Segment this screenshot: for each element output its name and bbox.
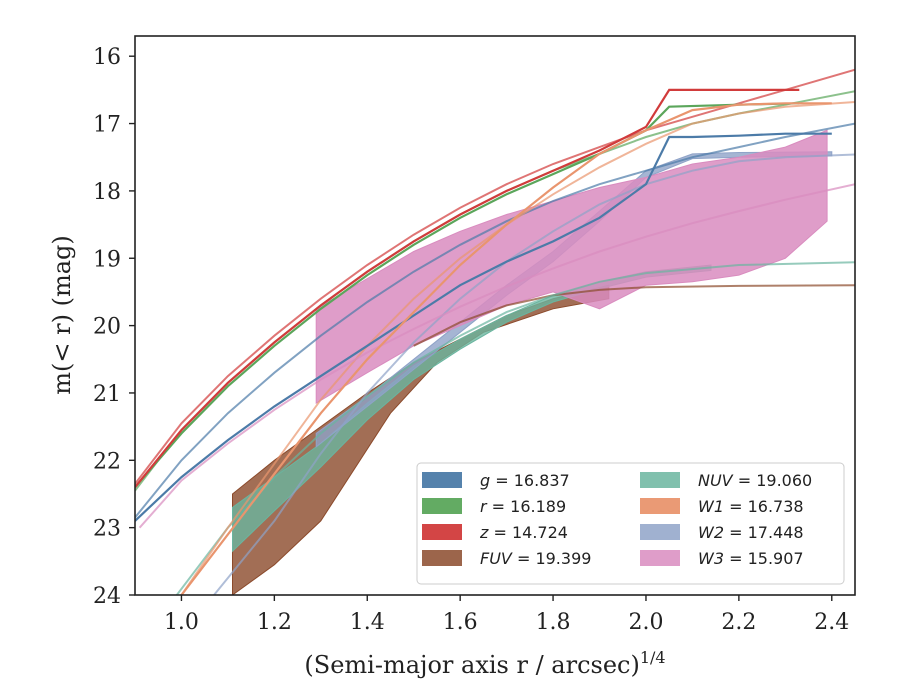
y-tick-label: 18 bbox=[93, 180, 121, 205]
model-curve-fuv bbox=[413, 284, 855, 347]
y-tick-label: 19 bbox=[93, 247, 121, 272]
y-tick-label: 22 bbox=[93, 449, 121, 474]
series-layer bbox=[135, 68, 855, 595]
model-curve-nuv bbox=[176, 261, 855, 595]
legend-frame bbox=[416, 462, 845, 585]
legend-band-value: = 15.907 bbox=[724, 549, 804, 568]
legend-swatch-fuv bbox=[422, 550, 462, 566]
legend-band-name: W3 bbox=[698, 549, 724, 568]
legend-label-g: g = 16.837 bbox=[480, 471, 570, 490]
legend-band-value: = 16.738 bbox=[724, 497, 804, 516]
y-tick-label: 21 bbox=[93, 382, 121, 407]
y-tick-label: 16 bbox=[93, 45, 121, 70]
legend-label-nuv: NUV = 19.060 bbox=[698, 471, 812, 490]
x-tick-label: 1.8 bbox=[536, 610, 571, 635]
profile-line-z bbox=[135, 88, 800, 488]
x-tick-label: 2.0 bbox=[628, 610, 663, 635]
legend-swatch-nuv bbox=[640, 472, 680, 488]
profile-line-w1 bbox=[180, 102, 832, 595]
legend-band-name: W2 bbox=[698, 523, 724, 542]
legend-swatch-g bbox=[422, 472, 462, 488]
legend-swatch-w3 bbox=[640, 550, 680, 566]
x-axis-label-exponent: 1/4 bbox=[640, 648, 666, 667]
profile-line-r bbox=[135, 102, 800, 488]
legend-swatch-w1 bbox=[640, 498, 680, 514]
plot-frame bbox=[134, 35, 856, 596]
y-tick-label: 17 bbox=[93, 113, 121, 138]
x-axis-label: (Semi-major axis r / arcsec)1/4 bbox=[304, 648, 665, 679]
profile-line-g bbox=[135, 132, 832, 522]
legend-band-name: g bbox=[480, 471, 490, 490]
legend-band-name: z bbox=[479, 523, 489, 542]
x-axis-label-text: (Semi-major axis r / arcsec) bbox=[304, 651, 639, 679]
y-tick-label: 24 bbox=[93, 584, 121, 609]
x-tick-label: 1.6 bbox=[443, 610, 478, 635]
legend-swatch-r bbox=[422, 498, 462, 514]
model-curve-z bbox=[135, 68, 855, 485]
band-w3 bbox=[315, 129, 828, 404]
legend-swatch-w2 bbox=[640, 524, 680, 540]
legend-band-value: = 16.837 bbox=[490, 471, 570, 490]
legend-label-w3: W3 = 15.907 bbox=[698, 549, 804, 568]
legend-band-value: = 17.448 bbox=[724, 523, 804, 542]
legend-band-value: = 19.060 bbox=[733, 471, 813, 490]
legend-swatch-z bbox=[422, 524, 462, 540]
legend-band-value: = 19.399 bbox=[512, 549, 592, 568]
legend-label-z: z = 14.724 bbox=[479, 523, 568, 542]
legend-band-name: r bbox=[480, 497, 488, 516]
legend-band-name: FUV bbox=[480, 549, 513, 568]
legend-label-w1: W1 = 16.738 bbox=[698, 497, 804, 516]
y-axis-label: m(< r) (mag) bbox=[48, 235, 76, 394]
x-tick-label: 1.0 bbox=[164, 610, 199, 635]
x-tick-label: 1.4 bbox=[350, 610, 385, 635]
y-tick-label: 23 bbox=[93, 517, 121, 542]
legend-label-w2: W2 = 17.448 bbox=[698, 523, 804, 542]
model-curve-w3 bbox=[138, 183, 855, 529]
x-tick-label: 2.2 bbox=[721, 610, 756, 635]
legend-band-value: = 16.189 bbox=[487, 497, 567, 516]
y-tick-label: 20 bbox=[93, 315, 121, 340]
model-curve-g bbox=[135, 122, 855, 519]
model-curve-w2 bbox=[213, 153, 855, 595]
legend-band-name: NUV bbox=[698, 471, 734, 490]
y-axis: 16 17 18 19 20 21 22 23 24 bbox=[93, 45, 135, 609]
x-axis: 1.0 1.2 1.4 1.6 1.8 2.0 2.2 2.4 bbox=[164, 595, 849, 635]
legend-band-name: W1 bbox=[698, 497, 724, 516]
legend-label-fuv: FUV = 19.399 bbox=[480, 549, 591, 568]
legend-label-r: r = 16.189 bbox=[480, 497, 566, 516]
x-tick-label: 2.4 bbox=[814, 610, 849, 635]
legend-band-value: = 14.724 bbox=[488, 523, 568, 542]
x-tick-label: 1.2 bbox=[257, 610, 292, 635]
